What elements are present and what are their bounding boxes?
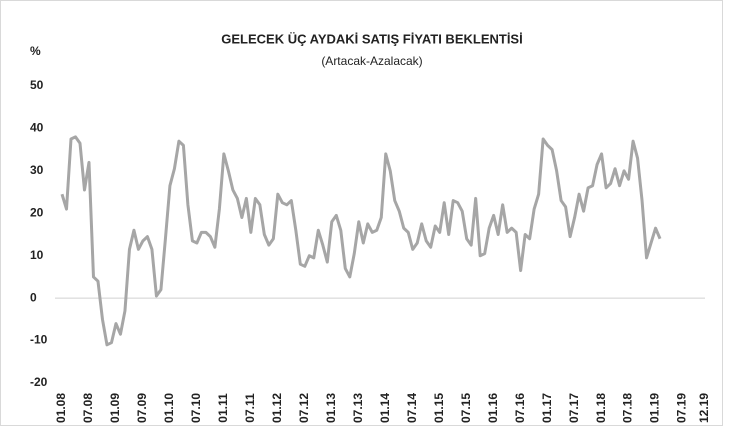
y-tick-label: -10 <box>30 333 48 347</box>
y-tick-label: 50 <box>30 78 44 92</box>
x-tick-label: 07.10 <box>189 393 203 423</box>
chart-subtitle: (Artacak-Azalacak) <box>321 54 422 68</box>
x-tick-label: 07.12 <box>297 393 311 423</box>
x-tick-label: 07.14 <box>405 393 419 423</box>
x-tick-label: 07.16 <box>513 393 527 423</box>
x-tick-label: 07.15 <box>459 393 473 423</box>
x-tick-label: 01.17 <box>540 393 554 423</box>
x-tick-label: 12.19 <box>697 393 711 423</box>
x-tick-label: 07.11 <box>243 393 257 423</box>
y-tick-label: -20 <box>30 375 48 389</box>
chart-title: GELECEK ÜÇ AYDAKİ SATIŞ FİYATI BEKLENTİS… <box>221 31 522 46</box>
x-tick-label: 01.13 <box>324 393 338 423</box>
x-tick-label: 01.11 <box>216 393 230 423</box>
x-tick-label: 07.08 <box>81 393 95 423</box>
line <box>60 135 662 347</box>
x-tick-label: 01.10 <box>162 393 176 423</box>
x-tick-label: 07.09 <box>135 393 149 423</box>
x-tick-label: 01.09 <box>108 393 122 423</box>
x-tick-label: 01.19 <box>648 393 662 423</box>
x-tick-label: 01.12 <box>270 393 284 423</box>
x-tick-label: 07.18 <box>621 393 635 423</box>
y-tick-label: 10 <box>30 248 44 262</box>
x-tick-label: 01.18 <box>594 393 608 423</box>
y-axis-label: % <box>30 44 41 58</box>
x-tick-label: 01.15 <box>432 393 446 423</box>
x-tick-label: 01.08 <box>54 393 68 423</box>
x-tick-label: 07.19 <box>675 393 689 423</box>
x-tick-label: 01.14 <box>378 393 392 423</box>
y-tick-label: 30 <box>30 163 44 177</box>
y-tick-label: 20 <box>30 205 44 219</box>
y-tick-label: 0 <box>30 290 37 304</box>
x-tick-label: 07.17 <box>567 393 581 423</box>
x-tick-label: 07.13 <box>351 393 365 423</box>
frame <box>0 0 723 426</box>
y-tick-label: 40 <box>30 121 44 135</box>
x-tick-label: 01.16 <box>486 393 500 423</box>
